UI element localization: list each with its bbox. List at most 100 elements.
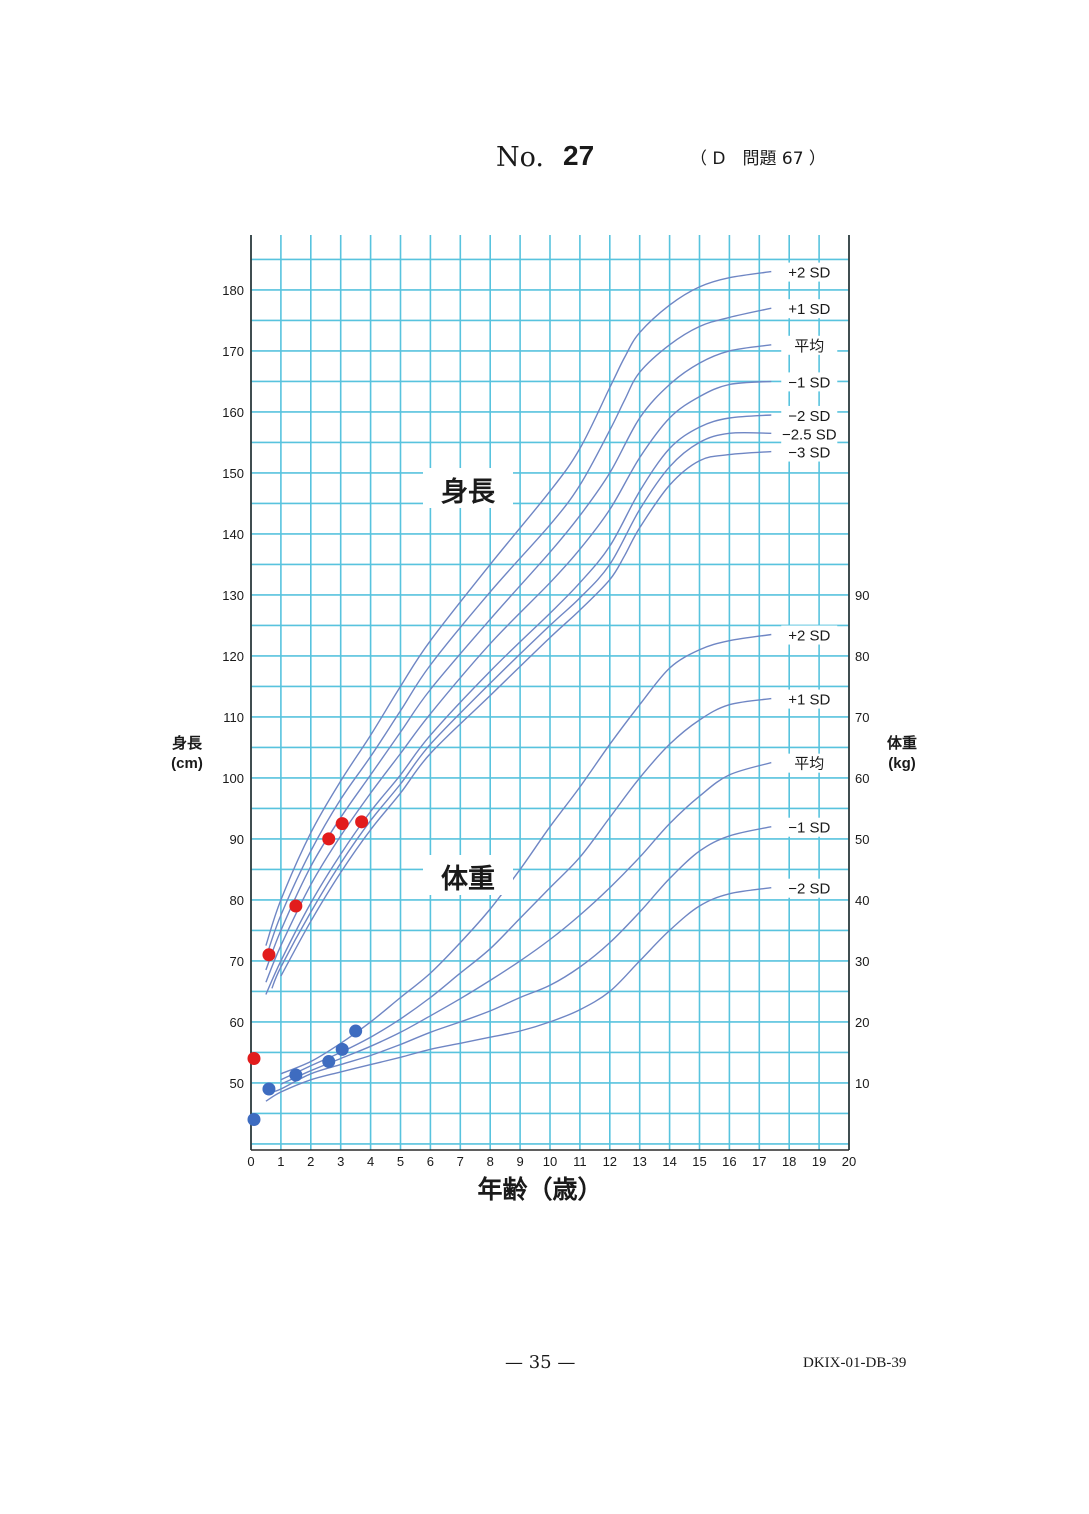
height-curve — [265, 344, 772, 971]
x-tick-label: 20 — [842, 1154, 856, 1169]
weight-curve-label: 平均 — [794, 756, 824, 773]
height-tick-label: 50 — [230, 1076, 244, 1091]
weight-data-point — [335, 1042, 349, 1056]
weight-data-point — [289, 1068, 303, 1082]
x-tick-label: 3 — [337, 1154, 344, 1169]
x-tick-label: 15 — [692, 1154, 706, 1169]
weight-section-label: 体重 — [441, 864, 495, 894]
weight-curve — [280, 697, 772, 1081]
height-tick-label: 70 — [230, 954, 244, 969]
height-tick-label: 110 — [223, 710, 244, 725]
x-tick-label: 5 — [397, 1154, 404, 1169]
chart-grid — [250, 235, 850, 1151]
weight-tick-label: 20 — [855, 1015, 869, 1030]
height-curve-label: +2 SD — [788, 265, 830, 282]
number-label: No. — [496, 142, 544, 173]
height-tick-label: 140 — [222, 527, 244, 542]
chart-labels: 0 1 2 3 4 5 6 7 8 9 10 11 12 13 14 15 16 17 18 19 2050607080… — [171, 262, 917, 1204]
height-curve — [265, 307, 772, 959]
right-axis-title: (kg) — [888, 755, 916, 772]
weight-curve-label: +1 SD — [788, 692, 830, 709]
weight-data-point — [262, 1082, 276, 1096]
x-tick-label: 14 — [662, 1154, 676, 1169]
weight-curve — [265, 887, 772, 1102]
weight-curve — [280, 633, 772, 1075]
height-data-point — [335, 817, 349, 831]
weight-tick-label: 80 — [855, 649, 869, 664]
page-header: No. 27 （ D 問題 67 ） — [0, 140, 1089, 180]
height-curve-label-bg — [781, 262, 838, 282]
weight-data-point — [247, 1113, 261, 1126]
x-tick-label: 4 — [367, 1154, 374, 1169]
weight-curve — [280, 761, 772, 1085]
height-curve-label: −2 SD — [788, 408, 830, 425]
height-section-label-bg — [423, 468, 513, 508]
height-curve-label: 平均 — [794, 338, 824, 355]
x-axis-title: 年齢（歳） — [477, 1175, 602, 1204]
height-data-point — [289, 899, 303, 913]
x-tick-label: 17 — [752, 1154, 766, 1169]
weight-curve — [271, 826, 772, 1093]
weight-curve-label: +2 SD — [788, 628, 830, 645]
page-number: — 35 — — [505, 1352, 576, 1373]
height-tick-label: 80 — [230, 893, 244, 908]
x-tick-label: 6 — [427, 1154, 434, 1169]
weight-section-label-bg — [423, 855, 513, 895]
x-tick-label: 7 — [457, 1154, 464, 1169]
height-data-point — [355, 815, 369, 829]
patient-data-points — [247, 815, 369, 1126]
x-tick-label: 1 — [277, 1154, 284, 1169]
weight-curve-label-bg — [781, 625, 838, 645]
x-tick-label: 8 — [487, 1154, 494, 1169]
x-tick-label: 0 — [247, 1154, 254, 1169]
x-tick-label: 10 — [543, 1154, 557, 1169]
x-tick-label: 12 — [603, 1154, 617, 1169]
height-tick-label: 90 — [230, 832, 244, 847]
height-tick-label: 60 — [230, 1015, 244, 1030]
height-curve-label: −1 SD — [788, 374, 830, 391]
height-curve-label-bg — [781, 405, 838, 425]
height-tick-label: 170 — [222, 344, 244, 359]
height-curve-label-bg — [781, 335, 838, 355]
weight-curve-label: −2 SD — [788, 881, 830, 898]
height-curve — [265, 270, 772, 946]
height-curve-label-bg — [781, 299, 838, 319]
x-tick-label: 18 — [782, 1154, 796, 1169]
weight-tick-label: 30 — [855, 954, 869, 969]
height-tick-label: 150 — [222, 466, 244, 481]
weight-data-point — [349, 1024, 363, 1038]
height-tick-label: 130 — [222, 588, 244, 603]
height-curve-label-bg — [781, 442, 838, 462]
growth-chart: 0 1 2 3 4 5 6 7 8 9 10 11 12 13 14 15 16 17 18 19 2050607080… — [171, 235, 917, 1204]
weight-tick-label: 70 — [855, 710, 869, 725]
weight-tick-label: 10 — [855, 1076, 869, 1091]
height-section-label: 身長 — [441, 476, 496, 507]
x-tick-label: 11 — [573, 1154, 587, 1169]
height-data-point — [262, 948, 276, 962]
weight-tick-label: 40 — [855, 893, 869, 908]
weight-tick-label: 50 — [855, 832, 869, 847]
weight-curve-label-bg — [781, 753, 838, 773]
height-tick-label: 160 — [222, 405, 244, 420]
number-value: 27 — [563, 140, 595, 171]
left-axis-title: (cm) — [171, 755, 203, 772]
weight-tick-label: 60 — [855, 771, 869, 786]
x-tick-label: 13 — [632, 1154, 646, 1169]
height-curve — [271, 431, 772, 989]
document-code: DKIX-01-DB-39 — [803, 1355, 907, 1371]
x-tick-label: 16 — [722, 1154, 736, 1169]
weight-data-point — [322, 1055, 336, 1069]
height-curve-label: +1 SD — [788, 301, 830, 318]
weight-tick-label: 90 — [855, 588, 869, 603]
height-curve-label-bg — [781, 424, 838, 444]
height-tick-label: 100 — [222, 771, 244, 786]
question-reference: （ D 問題 67 ） — [690, 149, 826, 169]
x-tick-label: 9 — [516, 1154, 523, 1169]
height-tick-label: 120 — [222, 649, 244, 664]
height-curve — [265, 414, 772, 995]
weight-curve-label-bg — [781, 878, 838, 898]
height-data-point — [247, 1052, 261, 1065]
height-curve-label: −2.5 SD — [782, 426, 837, 443]
height-curve — [280, 450, 772, 977]
height-curve-label-bg — [781, 372, 838, 392]
